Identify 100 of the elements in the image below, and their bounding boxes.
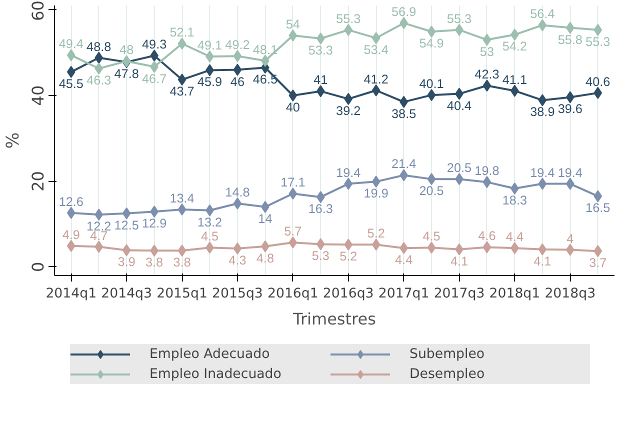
data-label: 12.5	[114, 218, 139, 232]
data-label: 52.1	[170, 26, 194, 40]
point	[66, 49, 76, 62]
data-label: 55.3	[586, 34, 610, 49]
data-label: 55.3	[336, 12, 361, 26]
point	[94, 52, 104, 64]
point	[372, 176, 380, 188]
data-label: 13.4	[170, 192, 194, 206]
data-label: 4.9	[62, 228, 80, 242]
point	[538, 94, 547, 106]
point	[122, 244, 131, 256]
point	[344, 238, 353, 251]
point	[233, 242, 242, 254]
data-label: 49.2	[225, 38, 250, 52]
data-label: 19.4	[530, 166, 555, 180]
point	[427, 26, 436, 38]
data-label: 49.1	[197, 38, 222, 52]
point	[427, 173, 436, 186]
data-label: 47.8	[114, 67, 139, 82]
point	[316, 85, 325, 98]
data-label: 16.3	[308, 202, 333, 216]
point	[178, 38, 186, 50]
data-label: 48.8	[86, 40, 112, 54]
y-tick-label: 20	[28, 171, 48, 192]
point	[538, 19, 547, 32]
data-label: 43.7	[170, 84, 194, 99]
x-axis-title: Trimestres	[292, 310, 376, 328]
data-label: 12.6	[58, 194, 84, 209]
data-label: 13.2	[197, 215, 222, 230]
data-label: 4.3	[228, 254, 246, 268]
data-label: 45.9	[197, 75, 222, 90]
data-label: 54	[286, 18, 300, 32]
data-label: 39.6	[558, 102, 582, 116]
point	[594, 86, 602, 99]
data-label: 56.4	[530, 7, 555, 22]
point	[566, 22, 574, 34]
point	[316, 32, 325, 44]
point	[66, 206, 76, 219]
y-axis-title: %	[4, 132, 24, 149]
legend-label: Desempleo	[410, 366, 486, 382]
x-tick-label: 2018q1	[489, 286, 540, 302]
data-label: 45.5	[58, 76, 84, 91]
point	[344, 92, 353, 105]
x-tick-label: 2017q3	[434, 286, 485, 302]
data-label: 4.8	[256, 251, 274, 266]
point	[482, 176, 492, 188]
point	[288, 188, 298, 200]
data-label: 55.8	[558, 32, 582, 47]
data-label: 54.9	[419, 36, 444, 51]
x-tick-label: 2016q3	[322, 286, 374, 302]
point	[538, 178, 547, 190]
data-label: 4.5	[422, 230, 440, 244]
point	[316, 191, 325, 204]
point	[566, 91, 574, 104]
point	[316, 238, 325, 250]
data-label: 53.4	[364, 43, 388, 58]
point	[288, 236, 298, 248]
data-label: 40	[286, 100, 300, 114]
data-label: 16.5	[586, 201, 610, 216]
point	[344, 24, 353, 36]
point	[122, 207, 131, 220]
data-label: 56.9	[391, 5, 416, 20]
data-label: 21.4	[391, 157, 416, 172]
data-label: 20.5	[446, 161, 472, 176]
point	[482, 241, 492, 254]
point	[233, 50, 242, 62]
data-label: 41	[314, 73, 328, 88]
point	[94, 208, 104, 221]
point	[427, 89, 436, 102]
point	[566, 244, 574, 256]
data-label: 41.1	[502, 72, 528, 87]
point	[94, 240, 104, 253]
point	[372, 32, 380, 44]
data-label: 46.7	[142, 72, 167, 86]
data-label: 14	[258, 212, 272, 226]
x-tick-label: 2018q3	[544, 286, 596, 302]
point	[594, 24, 602, 36]
data-label: 20.5	[419, 184, 444, 198]
data-label: 3.7	[589, 256, 607, 270]
point	[372, 84, 380, 96]
point	[594, 190, 602, 202]
data-label: 19.8	[474, 164, 500, 178]
point	[178, 74, 186, 86]
data-label: 3.9	[118, 255, 136, 270]
point	[482, 34, 492, 46]
data-label: 5.2	[340, 250, 358, 264]
data-label: 38.5	[391, 106, 416, 121]
point	[538, 243, 547, 256]
point	[372, 238, 380, 251]
point	[233, 198, 242, 210]
data-label: 40.4	[446, 98, 472, 113]
data-label: 49.4	[58, 37, 84, 52]
data-label: 17.1	[280, 176, 306, 190]
data-label: 48	[120, 43, 134, 58]
point	[233, 64, 242, 76]
data-label: 4.5	[200, 230, 219, 244]
data-label: 19.9	[364, 186, 388, 201]
data-label: 4.4	[395, 253, 413, 268]
point	[178, 204, 186, 216]
x-tick-label: 2016q1	[267, 286, 318, 302]
